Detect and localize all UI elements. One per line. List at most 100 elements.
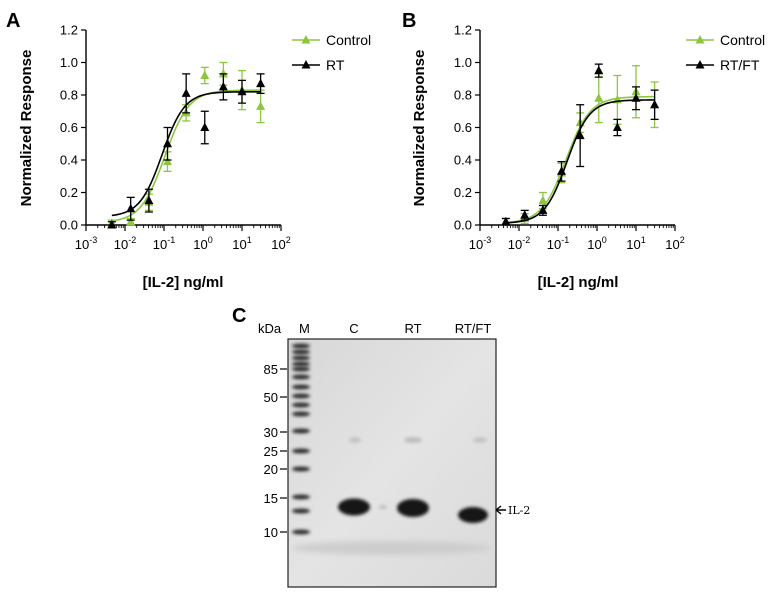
legend-label: RT — [326, 57, 345, 73]
gel-band-annotation: IL-2 — [508, 504, 530, 517]
x-tick-label: 100 — [587, 235, 606, 252]
y-tick-label: 1.0 — [454, 55, 472, 70]
y-tick-label: 0.0 — [454, 218, 472, 233]
panel-c: C kDa M C RT RT/FT 85 50 30 25 20 15 10 IL-2 — [232, 305, 530, 588]
y-tick-label: 0.4 — [454, 153, 472, 168]
mw-label: 10 — [264, 525, 278, 540]
panel-b-xlabel: [IL-2] ng/ml — [538, 274, 619, 291]
ladder-band — [292, 361, 310, 367]
ladder-band — [292, 494, 310, 500]
data-point — [126, 216, 136, 226]
data-point — [557, 166, 567, 175]
legend-marker — [695, 60, 705, 69]
data-point — [631, 93, 641, 102]
y-tick-label: 0.0 — [60, 218, 78, 233]
panel-b-letter: B — [402, 10, 416, 32]
panel-a-xlabel: [IL-2] ng/ml — [143, 274, 224, 291]
y-tick-label: 0.6 — [454, 120, 472, 135]
ladder-band — [292, 508, 310, 514]
ladder-band — [292, 374, 310, 380]
y-tick-label: 0.8 — [60, 88, 78, 103]
panel-b: B Normalized Response [IL-2] ng/ml 0.0 0.… — [402, 10, 765, 291]
legend-label: Control — [720, 32, 765, 48]
data-point — [594, 93, 604, 102]
panel-a-plot: 0.0 0.2 0.4 0.6 0.8 1.0 1.2 10-3 10-2 10-1 100 101 1… — [60, 23, 371, 253]
x-tick-label: 101 — [232, 235, 251, 252]
panel-b-plot: 0.0 0.2 0.4 0.6 0.8 1.0 1.2 10-3 10-2 10-1 100 101 1… — [454, 23, 765, 253]
legend-marker — [301, 35, 311, 44]
gel-marker-ladder — [292, 343, 310, 535]
x-tick-label: 101 — [626, 235, 645, 252]
ladder-band — [292, 466, 310, 472]
gel-lane-label-rt: RT — [404, 321, 421, 336]
ladder-band — [292, 393, 310, 399]
x-tick-label: 10-2 — [114, 235, 136, 252]
data-point — [181, 88, 191, 97]
y-tick-label: 0.4 — [60, 153, 78, 168]
data-point — [218, 68, 228, 78]
ladder-band — [292, 428, 310, 434]
y-tick-label: 0.8 — [454, 88, 472, 103]
ladder-band — [292, 355, 310, 361]
data-point — [163, 156, 173, 166]
mw-label: 30 — [264, 425, 278, 440]
mw-label: 85 — [264, 362, 278, 377]
gel-lane-label-c: C — [349, 321, 358, 336]
data-point — [575, 130, 585, 140]
gel-band-rt — [397, 499, 429, 517]
ladder-band — [292, 349, 310, 355]
ladder-band — [292, 529, 310, 535]
data-point — [163, 138, 173, 148]
legend-label: Control — [326, 32, 371, 48]
gel-arrow-icon — [495, 505, 506, 515]
mw-label: 50 — [264, 390, 278, 405]
ladder-band — [292, 384, 310, 390]
ladder-band — [292, 411, 310, 417]
panel-b-ylabel: Normalized Response — [411, 50, 428, 207]
panel-c-letter: C — [232, 305, 246, 327]
gel-mw-labels: 85 50 30 25 20 15 10 — [264, 362, 287, 540]
panel-a: A Normalized Response [IL-2] ng/ml 0.00.… — [6, 10, 371, 291]
mw-label: 15 — [264, 491, 278, 506]
x-tick-label: 102 — [271, 235, 290, 252]
data-point — [144, 195, 154, 205]
gel-unit-label: kDa — [258, 321, 282, 336]
data-point — [501, 216, 511, 226]
x-tick-label: 10-3 — [75, 235, 97, 252]
data-point — [107, 220, 117, 229]
x-tick-label: 100 — [193, 235, 212, 252]
legend-marker — [301, 60, 311, 69]
data-point — [218, 81, 228, 91]
panel-a-ylabel: Normalized Response — [18, 50, 35, 207]
data-point — [612, 122, 622, 131]
x-tick-label: 10-3 — [469, 235, 491, 252]
gel-faint-band — [349, 437, 361, 443]
ladder-band — [292, 343, 310, 349]
ladder-band — [292, 448, 310, 454]
gel-spot — [379, 505, 387, 509]
y-tick-label: 0.2 — [60, 185, 78, 200]
y-tick-label: 0.2 — [454, 185, 472, 200]
mw-label: 20 — [264, 462, 278, 477]
gel-marker-lane-label: M — [299, 321, 310, 336]
gel-faint-band — [473, 437, 487, 443]
mw-label: 25 — [264, 444, 278, 459]
data-point — [200, 70, 210, 79]
ladder-band — [292, 366, 310, 372]
x-tick-label: 102 — [665, 235, 684, 252]
gel-lane-label-rtft: RT/FT — [455, 321, 492, 336]
data-point — [650, 99, 660, 109]
data-point — [200, 122, 210, 131]
x-tick-label: 10-1 — [153, 235, 175, 252]
ladder-band — [292, 402, 310, 408]
legend-marker — [695, 35, 705, 44]
legend-label: RT/FT — [720, 57, 760, 73]
gel-band-rtft — [458, 507, 488, 523]
y-tick-label: 0.6 — [60, 120, 78, 135]
data-point — [520, 210, 530, 219]
y-tick-label: 1.2 — [454, 23, 472, 38]
y-tick-label: 1.2 — [60, 23, 78, 38]
data-point — [538, 205, 548, 214]
gel-dye-front — [292, 541, 492, 555]
